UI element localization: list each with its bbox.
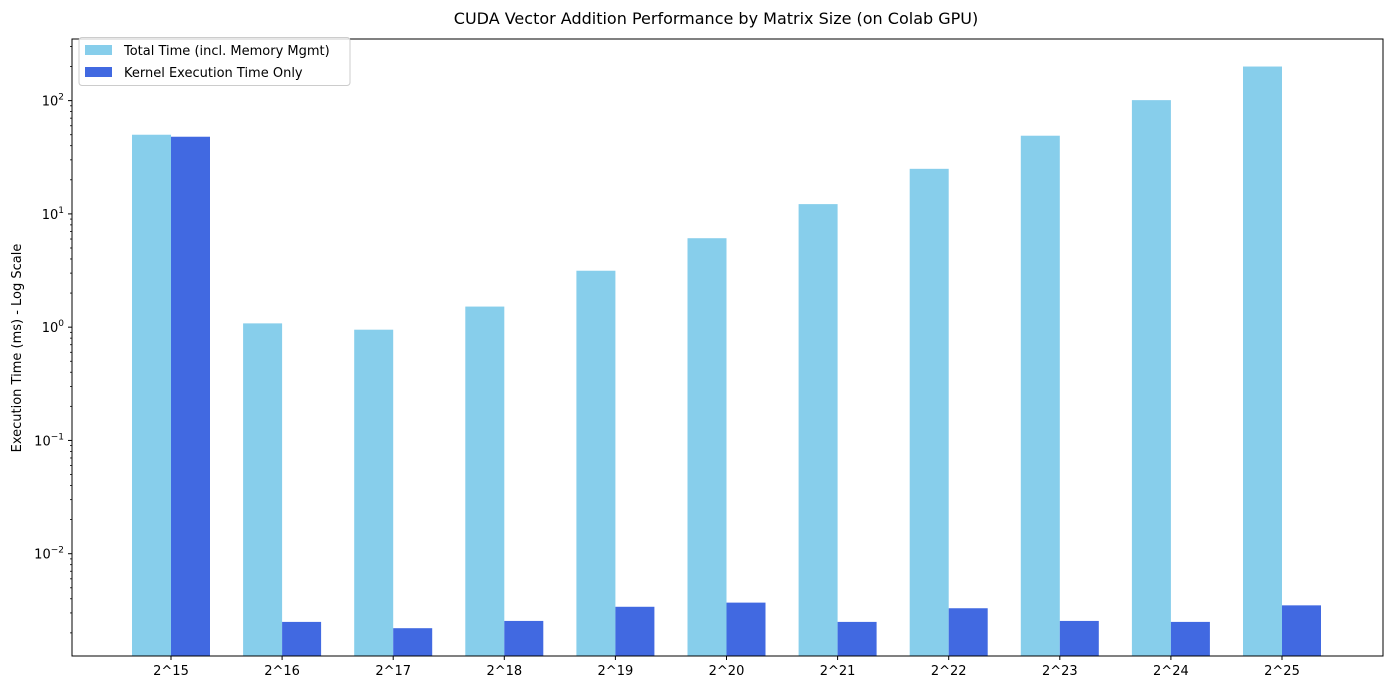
x-tick-label: 2^23: [1042, 664, 1078, 679]
x-tick-label: 2^21: [820, 664, 856, 679]
x-tick-label: 2^18: [486, 664, 522, 679]
bar-total-2: [354, 329, 394, 656]
bar-total-5: [687, 238, 727, 656]
y-tick-label: 100: [42, 319, 65, 336]
bar-kernel-10: [1282, 605, 1321, 656]
x-tick-label: 2^20: [709, 664, 745, 679]
bar-kernel-9: [1170, 621, 1210, 656]
bar-kernel-4: [615, 606, 655, 656]
bar-total-9: [1131, 100, 1171, 656]
plot-area: 2^15 2^16 2^17 2^18 2^19 2^20 2^21 2^22 2^23 2^24…: [34, 46, 1321, 679]
legend-label-total: Total Time (incl. Memory Mgmt): [123, 44, 330, 59]
y-tick-label: 10−2: [34, 546, 64, 563]
plot-frame: [71, 38, 1384, 657]
legend-swatch-total: [85, 45, 112, 55]
x-tick-label: 2^22: [931, 664, 967, 679]
bar-kernel-7: [948, 608, 988, 656]
x-tick-label: 2^24: [1153, 664, 1189, 679]
bar-total-3: [465, 306, 505, 656]
x-tick-label: 2^19: [598, 664, 634, 679]
y-axis-label: Execution Time (ms) - Log Scale: [10, 244, 25, 453]
bar-total-7: [909, 168, 949, 656]
x-tick-label: 2^17: [375, 664, 411, 679]
bar-kernel-0: [171, 136, 210, 657]
legend: Total Time (incl. Memory Mgmt) Kernel Exe…: [78, 37, 351, 86]
bar-total-8: [1020, 135, 1060, 656]
bar-kernel-2: [393, 628, 433, 656]
legend-label-kernel: Kernel Execution Time Only: [124, 66, 303, 81]
bar-total-10: [1243, 66, 1282, 657]
legend-swatch-kernel: [85, 67, 112, 77]
legend-box: [78, 37, 351, 86]
bar-kernel-5: [726, 602, 766, 656]
y-tick-label: 102: [42, 93, 64, 110]
bar-total-1: [243, 323, 283, 656]
bar-kernel-1: [282, 621, 322, 656]
chart-title: CUDA Vector Addition Performance by Matr…: [454, 9, 978, 28]
bar-total-6: [798, 204, 838, 656]
y-tick-label: 101: [42, 206, 64, 223]
x-tick-label: 2^25: [1264, 664, 1300, 679]
bar-kernel-3: [504, 620, 544, 656]
bar-kernel-8: [1059, 620, 1099, 656]
x-tick-label: 2^16: [264, 664, 300, 679]
bar-total-0: [132, 134, 171, 657]
x-tick-label: 2^15: [153, 664, 189, 679]
y-tick-label: 10−1: [34, 432, 64, 449]
bar-total-4: [576, 270, 616, 656]
bar-kernel-6: [837, 621, 877, 656]
